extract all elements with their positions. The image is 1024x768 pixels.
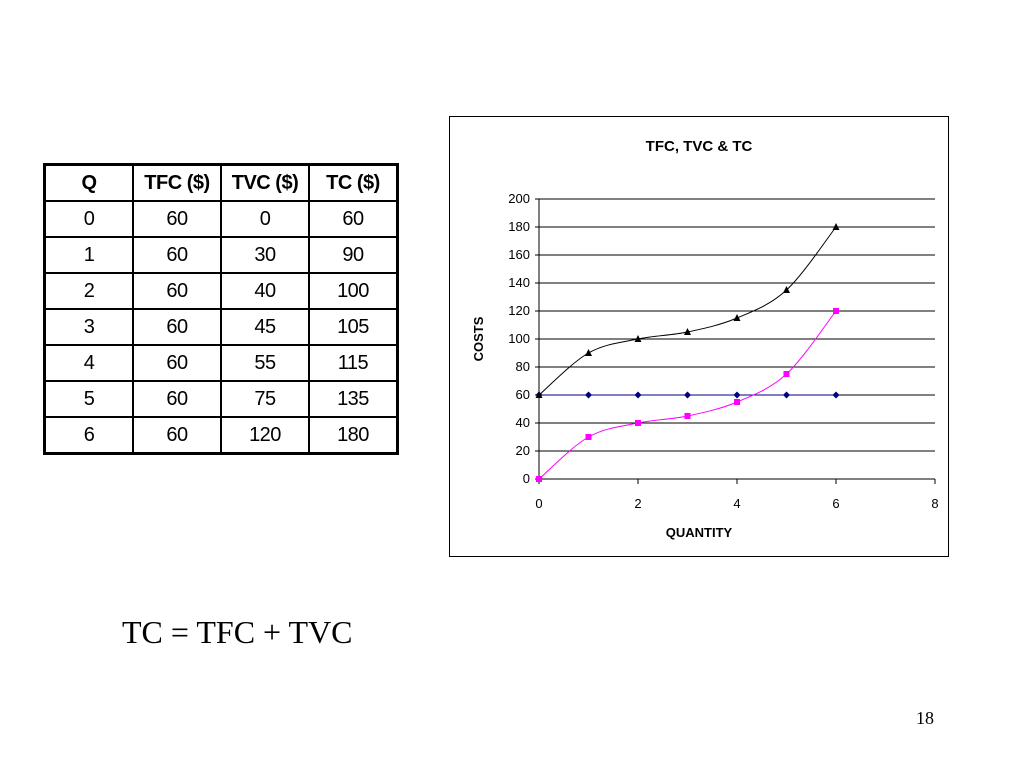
x-axis-label: QUANTITY	[666, 525, 733, 540]
table-cell-tvc: 0	[220, 200, 310, 238]
table-cell-tvc: 30	[220, 236, 310, 274]
table-cell-tc: 105	[308, 308, 399, 346]
y-tick-label: 0	[523, 471, 530, 486]
table-cell-tvc: 75	[220, 380, 310, 418]
table-cell-q: 5	[43, 380, 134, 418]
table-cell-q: 6	[43, 416, 134, 455]
data-point-tvc	[684, 413, 691, 419]
table-cell-tfc: 60	[132, 272, 222, 310]
slide-number: 18	[916, 708, 934, 728]
table-cell-tfc: 60	[132, 308, 222, 346]
table-cell-tfc: 60	[132, 236, 222, 274]
table-row: 4 60 55 115	[43, 344, 399, 382]
table-row: 2 60 40 100	[43, 272, 399, 310]
table-cell-tc: 180	[308, 416, 399, 455]
header-tc: TC ($)	[308, 163, 399, 202]
table-cell-tfc: 60	[132, 416, 222, 455]
table-cell-tvc: 45	[220, 308, 310, 346]
formula-text: TC = TFC + TVC	[122, 614, 353, 650]
y-tick-label: 100	[508, 331, 530, 346]
data-point-tc	[832, 223, 840, 230]
header-q: Q	[43, 163, 134, 202]
table-cell-q: 0	[43, 200, 134, 238]
table-row: 5 60 75 135	[43, 380, 399, 418]
table-cell-tvc: 55	[220, 344, 310, 382]
data-point-tvc	[833, 308, 839, 314]
y-tick-label: 120	[508, 303, 530, 318]
header-tfc: TFC ($)	[132, 163, 222, 202]
table-cell-q: 4	[43, 344, 134, 382]
cost-chart: TFC, TVC & TC020406080100120140160180200…	[471, 138, 939, 540]
data-point-tfc	[684, 391, 691, 399]
data-point-tvc	[536, 476, 542, 482]
y-axis-label: COSTS	[471, 316, 486, 361]
y-tick-label: 200	[508, 191, 530, 206]
y-tick-label: 180	[508, 219, 530, 234]
table-cell-tvc: 120	[220, 416, 310, 455]
y-tick-label: 40	[516, 415, 530, 430]
chart-frame: TFC, TVC & TC 0 20 40 60 80 100 120 140 160 180 200…	[449, 116, 949, 557]
y-tick-label: 60	[516, 387, 530, 402]
header-tvc: TVC ($)	[220, 163, 310, 202]
table-row: 6 60 120 180	[43, 416, 399, 455]
x-tick-label: 2	[634, 496, 641, 511]
table-body: 0 60 0 60 1 60 30 90 2 60 40 100 3 60 45 105 4 60 55 115 5 60…	[43, 200, 399, 455]
cost-table: Q TFC ($) TVC ($) TC ($) 0 60 0 60 1 60 30 90 2 6…	[43, 163, 399, 455]
data-point-tc	[783, 286, 790, 293]
y-tick-label: 80	[516, 359, 530, 374]
table-cell-q: 2	[43, 272, 134, 310]
y-tick-label: 20	[516, 443, 530, 458]
table-cell-tc: 115	[308, 344, 399, 382]
data-point-tc	[684, 328, 691, 335]
data-point-tc	[585, 349, 592, 356]
data-point-tfc	[634, 391, 642, 399]
data-point-tc	[535, 391, 543, 398]
x-tick-label: 6	[832, 496, 839, 511]
table-cell-q: 1	[43, 236, 134, 274]
table-cell-tc: 100	[308, 272, 399, 310]
table-cell-tc: 60	[308, 200, 399, 238]
table-row: 1 60 30 90	[43, 236, 399, 274]
data-point-tvc	[635, 420, 641, 426]
table-cell-tc: 90	[308, 236, 399, 274]
data-point-tc	[634, 335, 642, 342]
chart-title: TFC, TVC & TC	[646, 138, 753, 155]
table-row: 0 60 0 60	[43, 200, 399, 238]
data-point-tvc	[734, 399, 740, 405]
table-cell-tvc: 40	[220, 272, 310, 310]
y-tick-label: 140	[508, 275, 530, 290]
data-point-tfc	[585, 391, 592, 399]
data-point-tvc	[585, 434, 592, 440]
data-point-tfc	[832, 391, 840, 399]
data-point-tc	[733, 314, 741, 321]
data-point-tfc	[733, 391, 741, 399]
table-cell-tfc: 60	[132, 380, 222, 418]
table-header-row: Q TFC ($) TVC ($) TC ($)	[43, 163, 399, 202]
data-point-tvc	[783, 371, 790, 377]
y-tick-label: 160	[508, 247, 530, 262]
data-point-tfc	[783, 391, 790, 399]
table-cell-tfc: 60	[132, 200, 222, 238]
x-tick-label: 0	[535, 496, 542, 511]
x-tick-label: 4	[733, 496, 740, 511]
table-row: 3 60 45 105	[43, 308, 399, 346]
x-tick-label: 8	[931, 496, 938, 511]
table-cell-tc: 135	[308, 380, 399, 418]
table-cell-q: 3	[43, 308, 134, 346]
table-cell-tfc: 60	[132, 344, 222, 382]
